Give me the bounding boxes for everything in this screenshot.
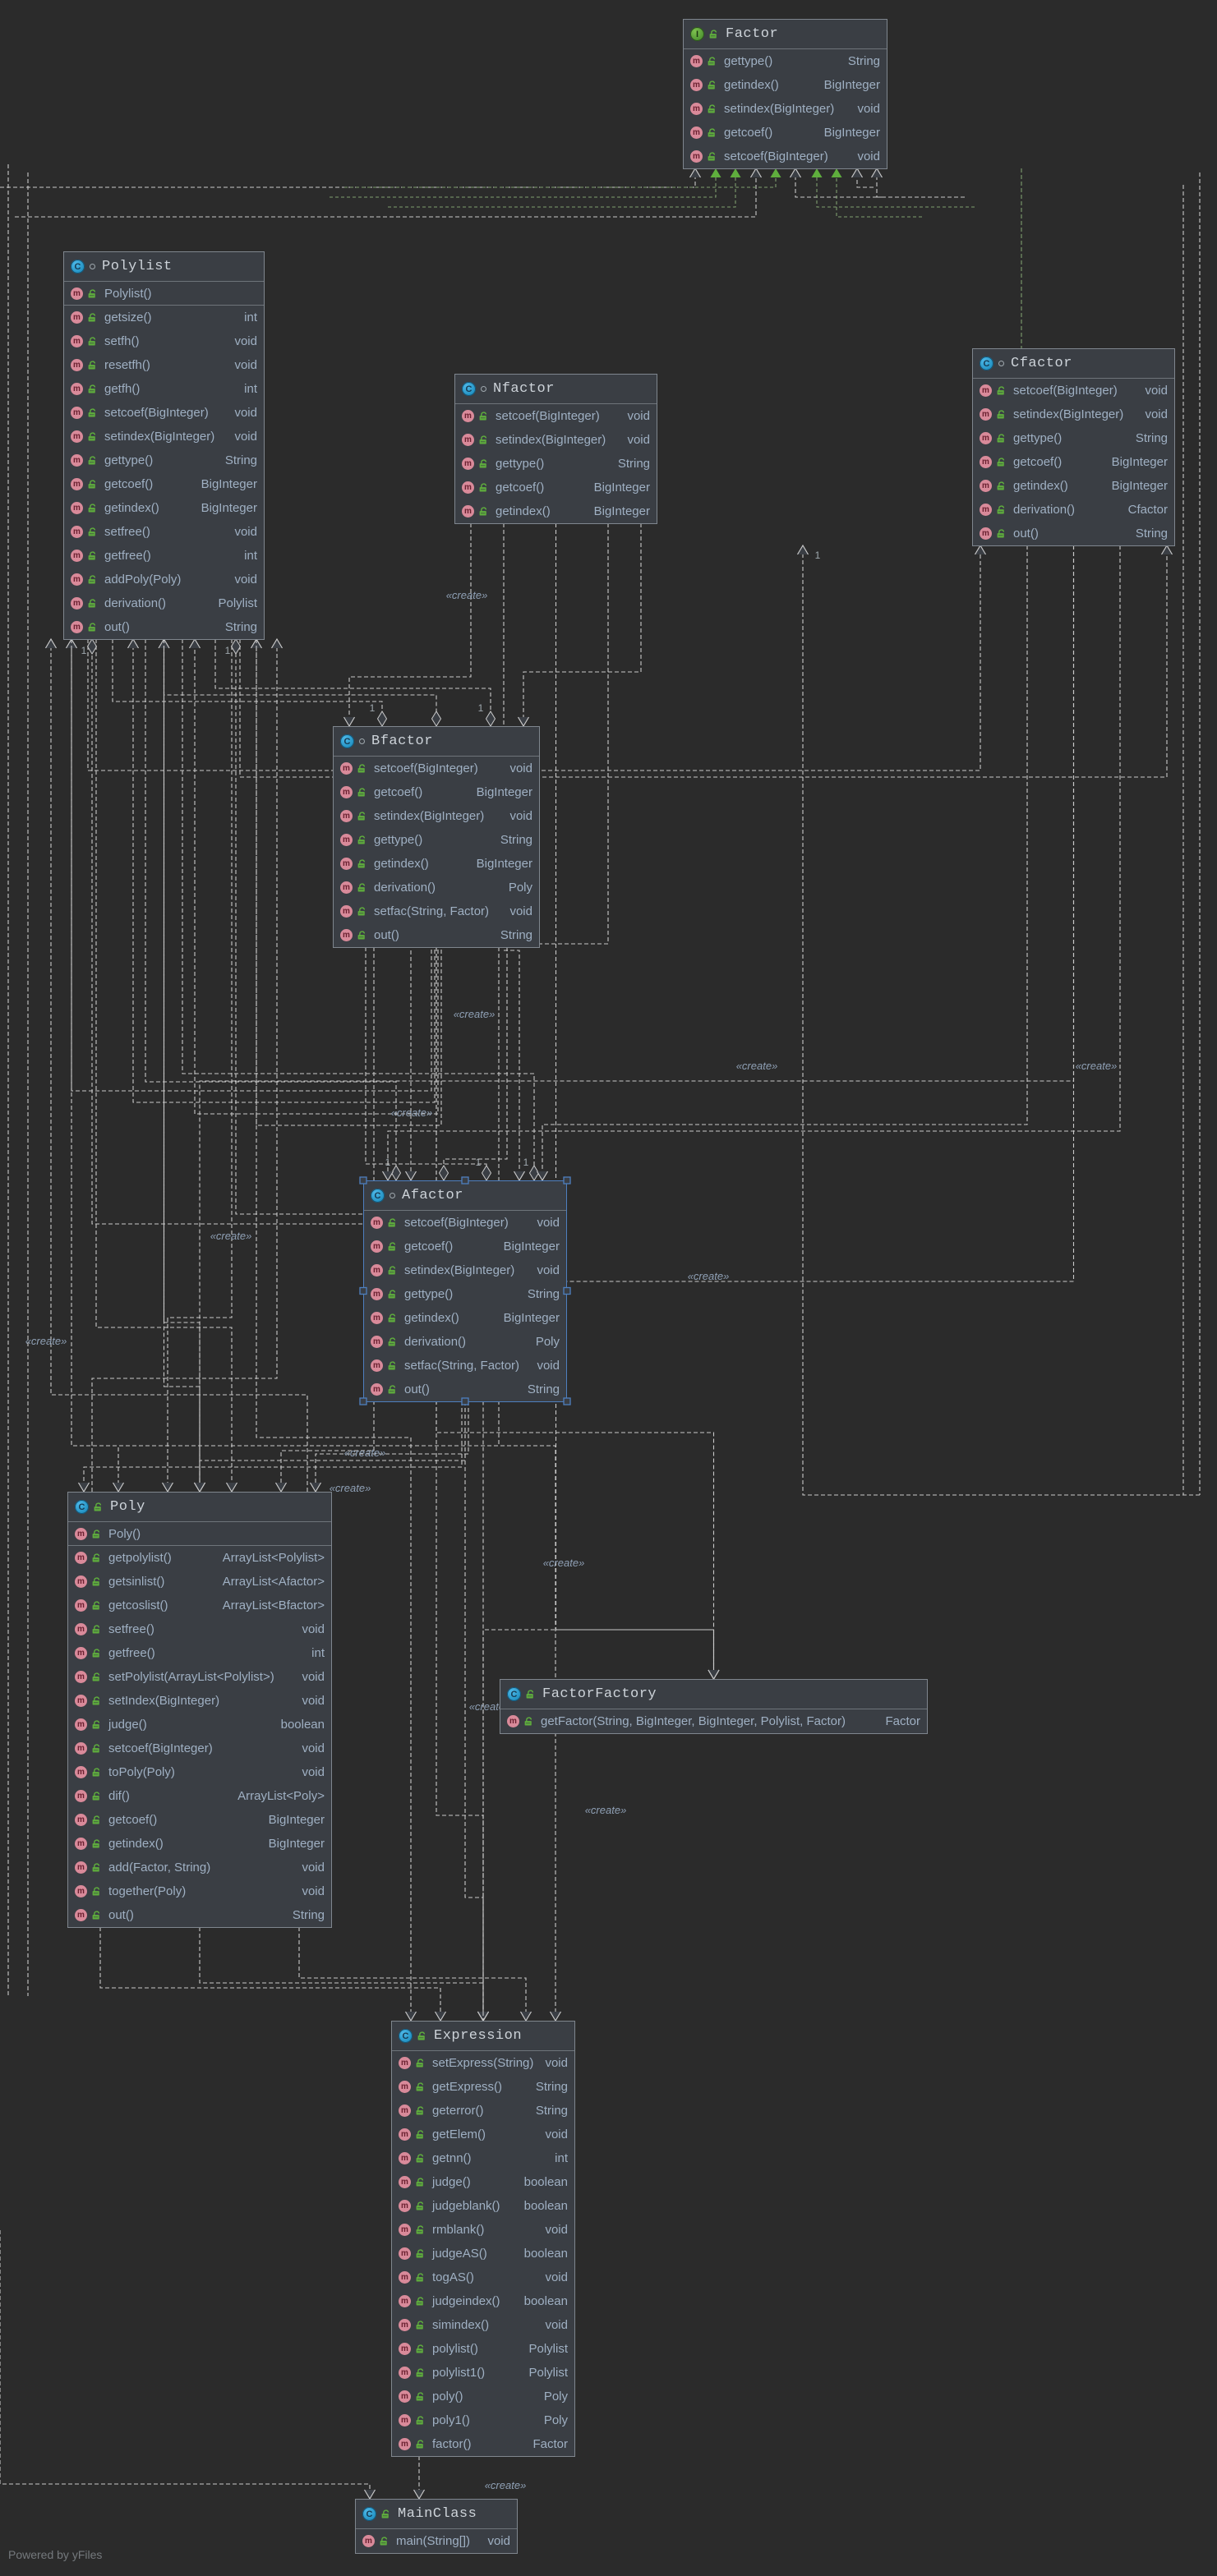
svg-text:«create»: «create»	[344, 1447, 386, 1459]
svg-text:«create»: «create»	[543, 1557, 585, 1569]
svg-text:1: 1	[478, 702, 484, 714]
svg-text:«create»: «create»	[446, 589, 488, 601]
svg-text:1: 1	[370, 702, 376, 714]
svg-text:1: 1	[815, 550, 821, 561]
svg-text:«create»: «create»	[485, 2479, 527, 2491]
svg-text:1: 1	[81, 645, 87, 656]
svg-text:1: 1	[523, 1157, 529, 1168]
svg-text:«create»: «create»	[688, 1270, 730, 1282]
svg-text:«create»: «create»	[25, 1335, 67, 1347]
svg-text:«create»: «create»	[330, 1482, 371, 1494]
svg-text:1: 1	[476, 1157, 482, 1168]
svg-text:«create»: «create»	[210, 1230, 252, 1242]
svg-text:«create»: «create»	[736, 1060, 778, 1072]
svg-text:«create»: «create»	[454, 1008, 496, 1020]
svg-text:«create»: «create»	[391, 1106, 433, 1119]
svg-text:«create»: «create»	[585, 1804, 627, 1816]
svg-text:1: 1	[225, 645, 231, 656]
svg-text:«create»: «create»	[1076, 1060, 1118, 1072]
